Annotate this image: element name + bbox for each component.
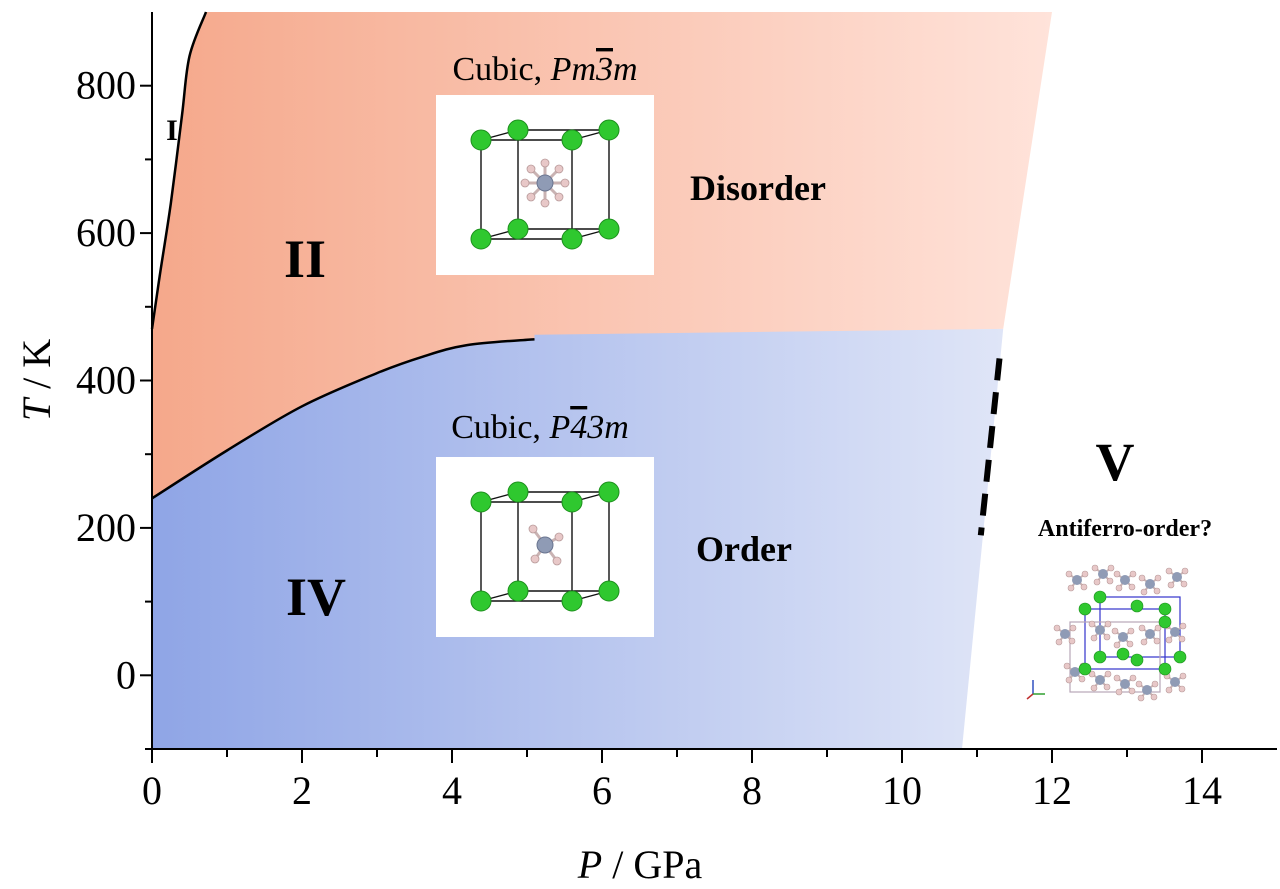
nitrogen-atom [536,536,554,554]
y-tick-label: 200 [76,505,136,550]
x-tick-label: 12 [1032,768,1072,813]
x-axis-title: P / GPa [577,842,703,887]
nitrogen-atom [1095,675,1105,685]
x-tick-label: 6 [592,768,612,813]
hydrogen-atom [554,192,564,202]
structure-title-IV: Cubic, P43m [451,409,629,446]
chlorine-atom [561,590,583,612]
x-tick-label: 0 [142,768,162,813]
chlorine-atom [1158,615,1172,629]
hydrogen-atom [552,556,562,566]
chlorine-atom [470,590,492,612]
chlorine-atom [1093,650,1107,664]
chlorine-atom [561,491,583,513]
chlorine-atom [598,119,620,141]
phase-I-region [152,12,206,329]
chlorine-atom [470,228,492,250]
chlorine-atom [1078,662,1092,676]
nitrogen-atom [1060,629,1070,639]
structure-title-II: Cubic, Pm3m [452,51,637,88]
hydrogen-atom [560,178,570,188]
a-axis-arrow [1026,693,1034,700]
axis-ticks [140,84,1203,763]
x-tick-label: 4 [442,768,462,813]
chlorine-atom [507,580,529,602]
hydrogen-atom [526,192,536,202]
nitrogen-atom [1145,579,1155,589]
chlorine-atom [470,491,492,513]
chlorine-atom [507,481,529,503]
boundary-IV-V-dashed-line [977,358,1003,536]
nitrogen-atom [1145,629,1155,639]
phase-label-I: I [166,114,178,147]
x-tick-label: 14 [1182,768,1222,813]
nitrogen-atom [1120,679,1130,689]
chlorine-atom [561,129,583,151]
boundary-II-IV-line [151,337,535,500]
x-tick-label: 10 [882,768,922,813]
x-tick-label: 2 [292,768,312,813]
nitrogen-atom [1072,575,1082,585]
chlorine-atom [598,218,620,240]
chlorine-atom [598,481,620,503]
nitrogen-atom [1172,572,1182,582]
hydrogen-atom [540,158,550,168]
chlorine-atom [507,218,529,240]
chlorine-atom [1158,662,1172,676]
chlorine-atom [470,129,492,151]
y-tick-label: 800 [76,63,136,108]
x-tick-label: 8 [742,768,762,813]
order-label: Order [696,529,792,569]
axis-tick-labels: 0 2 4 6 8 10 12 14 0 200 400 600 800 [76,63,1222,813]
chlorine-atom [507,119,529,141]
nitrogen-atom [1170,627,1180,637]
phase-label-V: V [1096,432,1135,492]
chlorine-atom [1158,602,1172,616]
nitrogen-atom [1070,667,1080,677]
crystal-structure-II-inset [436,95,654,275]
nitrogen-atom [1118,632,1128,642]
y-axis-title: T / K [14,339,59,421]
nitrogen-atom [1098,569,1108,579]
hydrogen-atom [528,524,538,534]
nitrogen-atom [536,174,554,192]
chlorine-atom [1173,650,1187,664]
hydrogen-atom [554,532,564,542]
hydrogen-atom [554,164,564,174]
phase-label-II: II [284,229,326,289]
hydrogen-atom [520,178,530,188]
chlorine-atom [1078,602,1092,616]
chlorine-atom [1116,647,1130,661]
antiferro-supercell-image [1026,564,1189,702]
hydrogen-atom [526,164,536,174]
y-tick-label: 600 [76,210,136,255]
hydrogen-atom [540,198,550,208]
y-tick-label: 400 [76,358,136,403]
hydrogen-atom [530,554,540,564]
chlorine-atom [1093,590,1107,604]
nitrogen-atom [1120,575,1130,585]
y-tick-label: 0 [116,652,136,697]
boundary-I-II-line [150,11,208,330]
chlorine-atom [1130,599,1144,613]
disorder-label: Disorder [690,168,826,208]
antiferro-order-label: Antiferro-order? [1038,516,1212,542]
chlorine-atom [598,580,620,602]
phase-label-IV: IV [286,567,346,627]
chlorine-atom [561,228,583,250]
chlorine-atom [1130,653,1144,667]
crystal-structure-IV-inset [436,457,654,637]
nitrogen-atom [1142,685,1152,695]
nitrogen-atom [1170,677,1180,687]
nitrogen-atom [1095,625,1105,635]
